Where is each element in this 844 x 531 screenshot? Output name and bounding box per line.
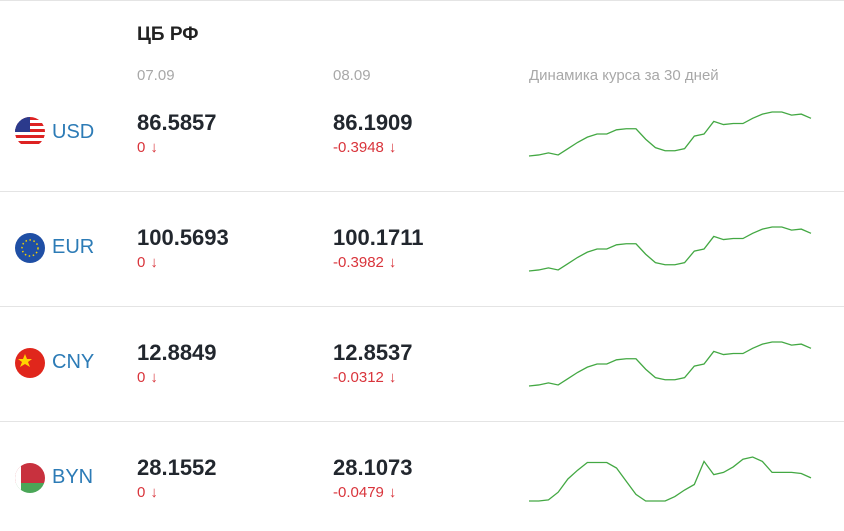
change: -0.0479 ↓ — [333, 484, 396, 501]
change-value: -0.0312 — [333, 369, 384, 386]
row-separator — [0, 421, 844, 422]
flag-byn — [15, 463, 45, 493]
change-value: 0 — [137, 139, 146, 156]
rate: 100.5693 — [137, 225, 229, 250]
rate: 86.5857 — [137, 110, 217, 135]
trend-line — [529, 456, 812, 502]
change: 0 ↓ — [137, 369, 158, 386]
flag-usd — [15, 117, 45, 147]
sparkline — [528, 341, 812, 387]
source-title: ЦБ РФ — [137, 24, 199, 45]
change-arrow: ↓ — [388, 484, 397, 501]
date-header: 08.09 — [333, 67, 371, 84]
rate: 100.1711 — [333, 225, 424, 250]
change-arrow: ↓ — [388, 254, 397, 271]
change: -0.0312 ↓ — [333, 369, 396, 386]
change-arrow: ↓ — [150, 484, 158, 501]
change-arrow: ↓ — [150, 369, 158, 386]
change-arrow: ↓ — [388, 139, 397, 156]
rate: 28.1073 — [333, 455, 413, 480]
change-value: -0.3982 — [333, 254, 384, 271]
trend-line — [528, 341, 812, 387]
change-value: -0.0479 — [333, 484, 384, 501]
currency-code: EUR — [52, 236, 95, 258]
change-value: -0.3948 — [333, 139, 384, 156]
trend-header: Динамика курса за 30 дней — [529, 67, 719, 84]
rate: 28.1552 — [137, 455, 217, 480]
change: 0 ↓ — [137, 254, 158, 271]
change: -0.3982 ↓ — [333, 254, 396, 271]
rate: 86.1909 — [333, 110, 413, 135]
change: -0.3948 ↓ — [333, 139, 396, 156]
trend-line — [528, 111, 812, 157]
currency-code: USD — [52, 121, 95, 143]
row-separator — [0, 306, 844, 307]
rate: 12.8849 — [137, 340, 217, 365]
sparkline — [528, 111, 812, 157]
top-border — [0, 0, 844, 1]
change-value: 0 — [137, 484, 146, 501]
date-header: 07.09 — [137, 67, 175, 84]
sparkline — [528, 226, 812, 272]
sparkline — [529, 456, 812, 502]
change: 0 ↓ — [137, 139, 158, 156]
change: 0 ↓ — [137, 484, 158, 501]
rate: 12.8537 — [333, 340, 413, 365]
currency-code: BYN — [52, 466, 94, 488]
flag-cny — [15, 348, 45, 378]
currency-code: CNY — [52, 351, 95, 373]
change-arrow: ↓ — [388, 369, 397, 386]
change-value: 0 — [137, 254, 146, 271]
change-arrow: ↓ — [150, 254, 158, 271]
change-value: 0 — [137, 369, 146, 386]
row-separator — [0, 191, 844, 192]
trend-line — [528, 226, 812, 272]
flag-eur — [15, 233, 45, 263]
change-arrow: ↓ — [150, 139, 158, 156]
